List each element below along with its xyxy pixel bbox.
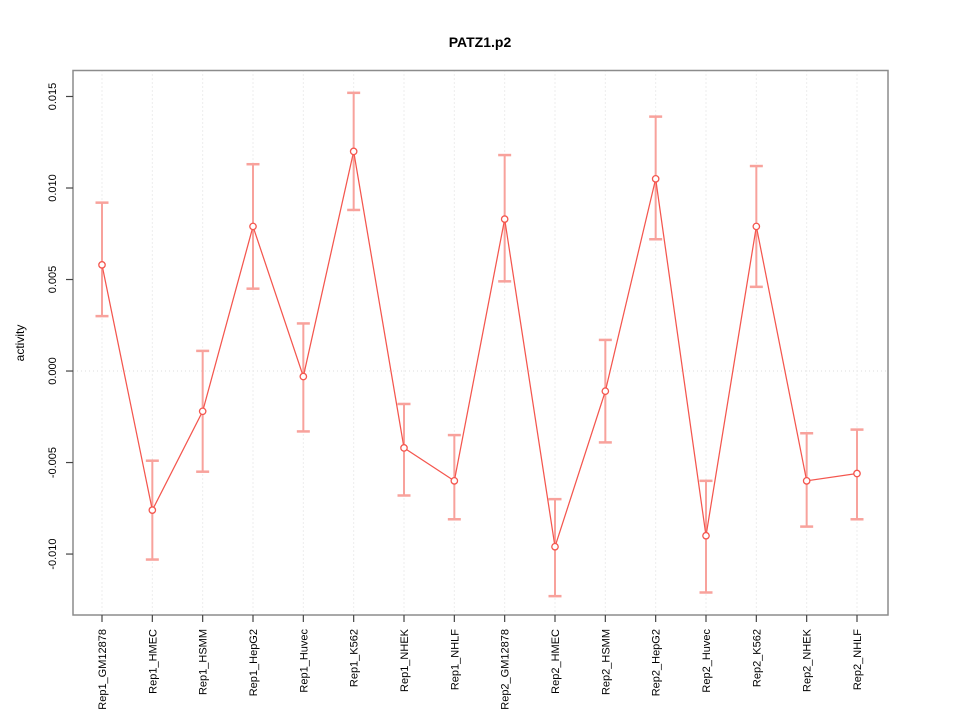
y-tick-label: 0.005 <box>47 266 59 294</box>
x-tick-label: Rep2_GM12878 <box>500 629 512 710</box>
series-line <box>101 151 858 547</box>
x-tick-label: Rep2_K562 <box>751 629 763 687</box>
x-tick-label: Rep1_NHEK <box>399 628 411 692</box>
x-tick-label: Rep1_GM12878 <box>97 629 109 710</box>
plot-border <box>72 69 889 616</box>
x-tick-label: Rep1_K562 <box>349 629 361 687</box>
chart-title: PATZ1.p2 <box>449 34 512 50</box>
y-axis-label: activity <box>13 325 27 362</box>
x-tick-label: Rep2_NHEK <box>802 628 814 692</box>
error-bars <box>95 91 864 598</box>
data-points <box>98 147 861 551</box>
y-tick-label: 0.015 <box>47 83 59 111</box>
x-tick-label: Rep1_Huvec <box>298 629 310 693</box>
x-tick-label: Rep2_HepG2 <box>651 629 663 696</box>
y-tick-label: -0.005 <box>47 447 59 478</box>
y-tick-label: 0.010 <box>47 174 59 202</box>
x-tick-label: Rep2_NHLF <box>852 629 864 690</box>
x-tick-label: Rep1_HMEC <box>147 629 159 694</box>
x-tick-label: Rep1_NHLF <box>449 629 461 690</box>
y-axis-ticks-and-labels: 0.015 0.010 0.005 0.000 -0.005 -0.010 <box>47 83 73 570</box>
x-tick-label: Rep1_HepG2 <box>248 629 260 696</box>
vertical-gridlines <box>101 70 858 615</box>
x-axis-ticks-and-labels: Rep1_GM12878 Rep1_HMEC Rep1_HSMM Rep1_HepG2… <box>97 615 864 710</box>
y-tick-label: -0.010 <box>47 538 59 569</box>
x-tick-label: Rep2_HSMM <box>600 629 612 695</box>
y-tick-label: 0.000 <box>47 357 59 385</box>
x-tick-label: Rep2_HMEC <box>550 629 562 694</box>
x-tick-label: Rep1_HSMM <box>198 629 210 695</box>
x-tick-label: Rep2_Huvec <box>701 629 713 693</box>
